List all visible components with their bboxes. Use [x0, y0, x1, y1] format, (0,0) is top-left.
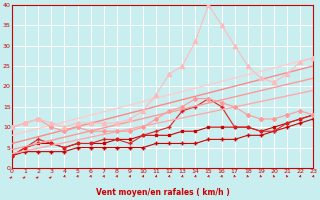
- X-axis label: Vent moyen/en rafales ( km/h ): Vent moyen/en rafales ( km/h ): [96, 188, 229, 197]
